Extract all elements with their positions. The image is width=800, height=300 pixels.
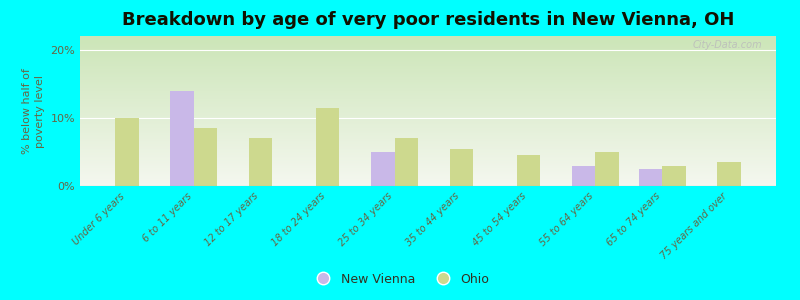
Bar [371,152,394,186]
Bar [517,155,540,186]
Title: Breakdown by age of very poor residents in New Vienna, OH: Breakdown by age of very poor residents … [122,11,734,29]
Text: City-Data.com: City-Data.com [693,40,762,50]
Bar [718,162,741,186]
Bar [662,166,686,186]
Legend: New Vienna, Ohio: New Vienna, Ohio [306,268,494,291]
Bar [115,118,138,186]
Bar [249,138,273,186]
Y-axis label: % below half of
poverty level: % below half of poverty level [22,68,45,154]
Bar [639,169,662,186]
Bar [316,108,339,186]
Bar [595,152,618,186]
Bar [572,166,595,186]
Bar [194,128,217,186]
Bar [394,138,418,186]
Bar [450,148,473,186]
Bar [170,91,194,186]
